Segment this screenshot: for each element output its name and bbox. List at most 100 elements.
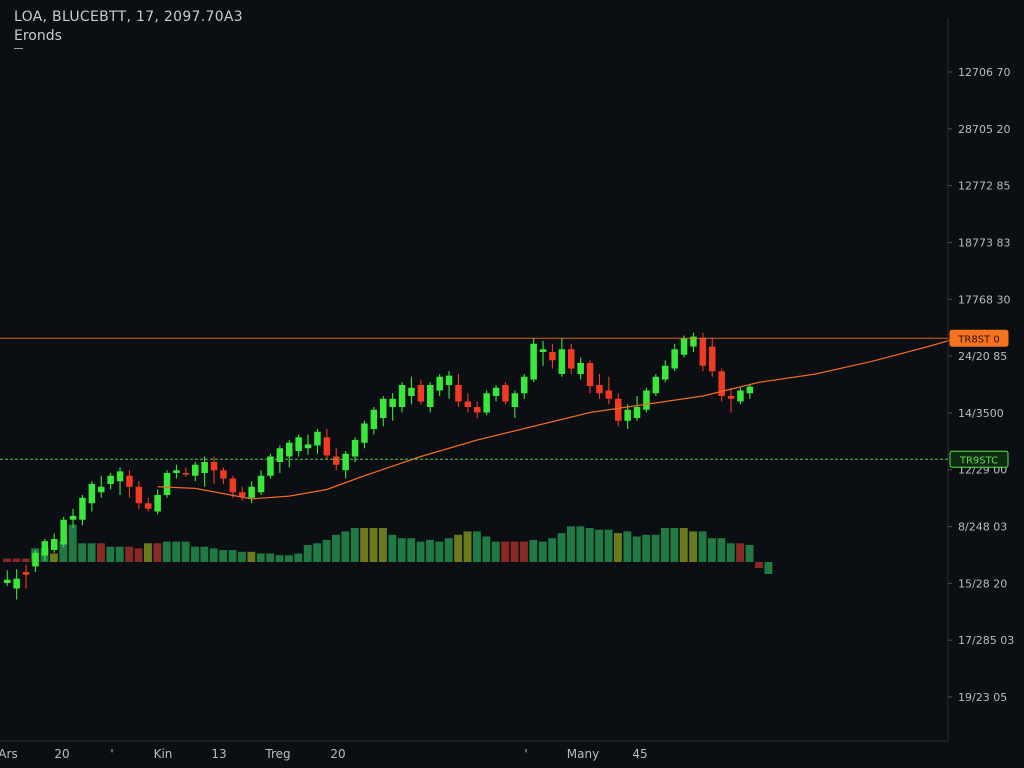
volume-bar [764,562,773,574]
volume-bar [209,548,218,562]
volume-bar [529,539,538,562]
candle-bear [502,382,509,405]
candle-bear [220,467,227,484]
candle-bear [417,379,425,405]
candle-bear [568,343,575,374]
candle-bear [210,456,218,484]
candle-bear [709,338,716,377]
y-tick-label: 12706 70 [958,66,1011,79]
volume-bar [285,555,293,562]
volume-bar [661,528,669,562]
candle-bull [436,374,443,396]
volume-bar [407,538,416,562]
volume-bar [567,526,575,562]
candle-bear [586,360,594,394]
volume-layer [3,524,773,574]
volume-bar [426,539,434,562]
volume-bar [623,531,632,562]
volume-bar [510,541,519,562]
candle-bear [474,401,481,418]
price-tag-label: TR8ST 0 [957,334,999,345]
volume-bar [134,548,143,562]
volume-bar [642,534,651,562]
candle-bull [737,387,744,405]
volume-bar [12,558,21,562]
candle-bull [314,429,321,454]
candle-bear [615,393,622,427]
volume-bar [50,553,58,562]
volume-bar [266,553,275,562]
chart-subtitle: Eronds [14,28,62,44]
volume-bar [679,528,688,562]
candle-bull [398,382,406,413]
candle-bull [643,387,650,413]
line-layer [157,329,986,500]
y-tick-label: 28705 20 [958,123,1011,136]
candle-bull [276,445,284,473]
volume-bar [388,534,397,562]
candle-bull [445,371,453,399]
volume-bar [379,528,387,562]
volume-bar [106,546,115,562]
candle-bull [79,495,86,526]
volume-bar [557,533,566,562]
volume-bar [322,539,331,562]
candle-bull [173,464,180,479]
candle-bull [558,338,566,377]
x-tick-label: Treg [264,747,290,761]
volume-bar [473,531,481,562]
candle-bull [361,420,368,449]
candle-bull [286,440,293,468]
candle-bear [182,467,190,477]
support-price-tag [949,450,1009,468]
volume-bar [538,541,547,562]
moving-average-line [157,329,986,500]
x-tick-label: ' [524,747,527,761]
volume-bar [736,543,745,562]
volume-bar [3,558,11,562]
volume-bar [341,531,350,562]
volume-bar [755,562,763,568]
candle-bear [239,486,246,501]
volume-bar [585,528,594,562]
x-tick-label: 13 [211,747,226,761]
volume-bar [87,543,96,562]
volume-bar [350,528,359,562]
candle-bull [680,335,688,358]
volume-bar [191,546,199,562]
x-tick-label: 20 [54,747,69,761]
candle-bull [492,385,500,402]
y-tick-label: 17768 30 [958,293,1011,306]
volume-bar [745,545,754,562]
volume-bar [59,541,68,562]
candle-layer [4,332,754,600]
candle-bear [727,387,735,413]
candle-bull [662,360,669,383]
volume-bar [247,551,256,562]
candle-bull [530,338,537,383]
candle-bull [295,434,302,457]
candle-bear [464,393,472,413]
volume-bar [172,541,181,562]
volume-bar [144,543,152,562]
volume-bar [698,531,707,562]
candle-bull [690,332,697,352]
volume-bar [313,543,322,562]
candle-bull [267,453,274,479]
candle-bear [596,374,603,399]
x-tick-label: Kin [154,747,173,761]
candle-bull [88,481,96,512]
candle-bull [671,343,678,372]
volume-bar [162,541,171,562]
candle-bull [408,376,415,405]
volume-bar [181,541,190,562]
volume-bar [708,538,716,562]
candle-bear [699,332,707,372]
candle-bull [163,470,171,498]
candle-bull [304,434,312,455]
volume-bar [501,541,510,562]
candle-bull [41,539,49,561]
volume-bar [726,543,735,562]
candle-bull [746,385,754,399]
